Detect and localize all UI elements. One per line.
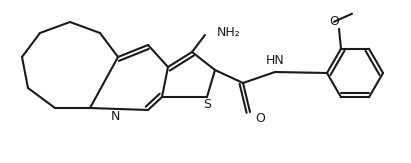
Text: HN: HN bbox=[266, 54, 284, 67]
Text: O: O bbox=[329, 15, 339, 28]
Text: O: O bbox=[255, 111, 265, 125]
Text: NH₂: NH₂ bbox=[217, 25, 241, 38]
Text: N: N bbox=[110, 110, 120, 123]
Text: S: S bbox=[203, 98, 211, 111]
